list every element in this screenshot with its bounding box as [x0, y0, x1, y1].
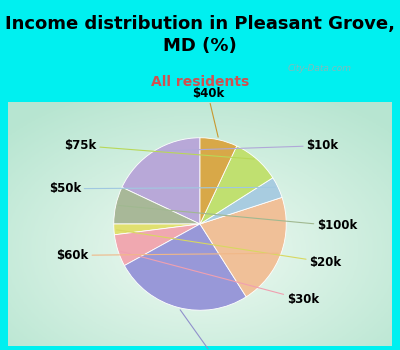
- Text: $10k: $10k: [156, 139, 338, 152]
- Wedge shape: [114, 224, 200, 235]
- Wedge shape: [200, 138, 237, 224]
- Wedge shape: [200, 197, 286, 297]
- Text: $40k: $40k: [192, 87, 224, 137]
- Wedge shape: [122, 138, 200, 224]
- Text: City-Data.com: City-Data.com: [288, 64, 352, 73]
- Wedge shape: [114, 187, 200, 224]
- Text: Income distribution in Pleasant Grove,
MD (%): Income distribution in Pleasant Grove, M…: [5, 15, 395, 55]
- Wedge shape: [200, 146, 273, 224]
- Text: All residents: All residents: [151, 75, 249, 89]
- Wedge shape: [200, 178, 282, 224]
- Text: $20k: $20k: [117, 230, 342, 269]
- Text: $60k: $60k: [56, 249, 278, 262]
- Text: $50k: $50k: [49, 182, 275, 195]
- Wedge shape: [124, 224, 246, 310]
- Text: $125k: $125k: [180, 310, 235, 350]
- Text: $75k: $75k: [64, 139, 254, 159]
- Wedge shape: [114, 224, 200, 266]
- Text: $30k: $30k: [121, 251, 319, 306]
- Text: $100k: $100k: [118, 205, 357, 232]
